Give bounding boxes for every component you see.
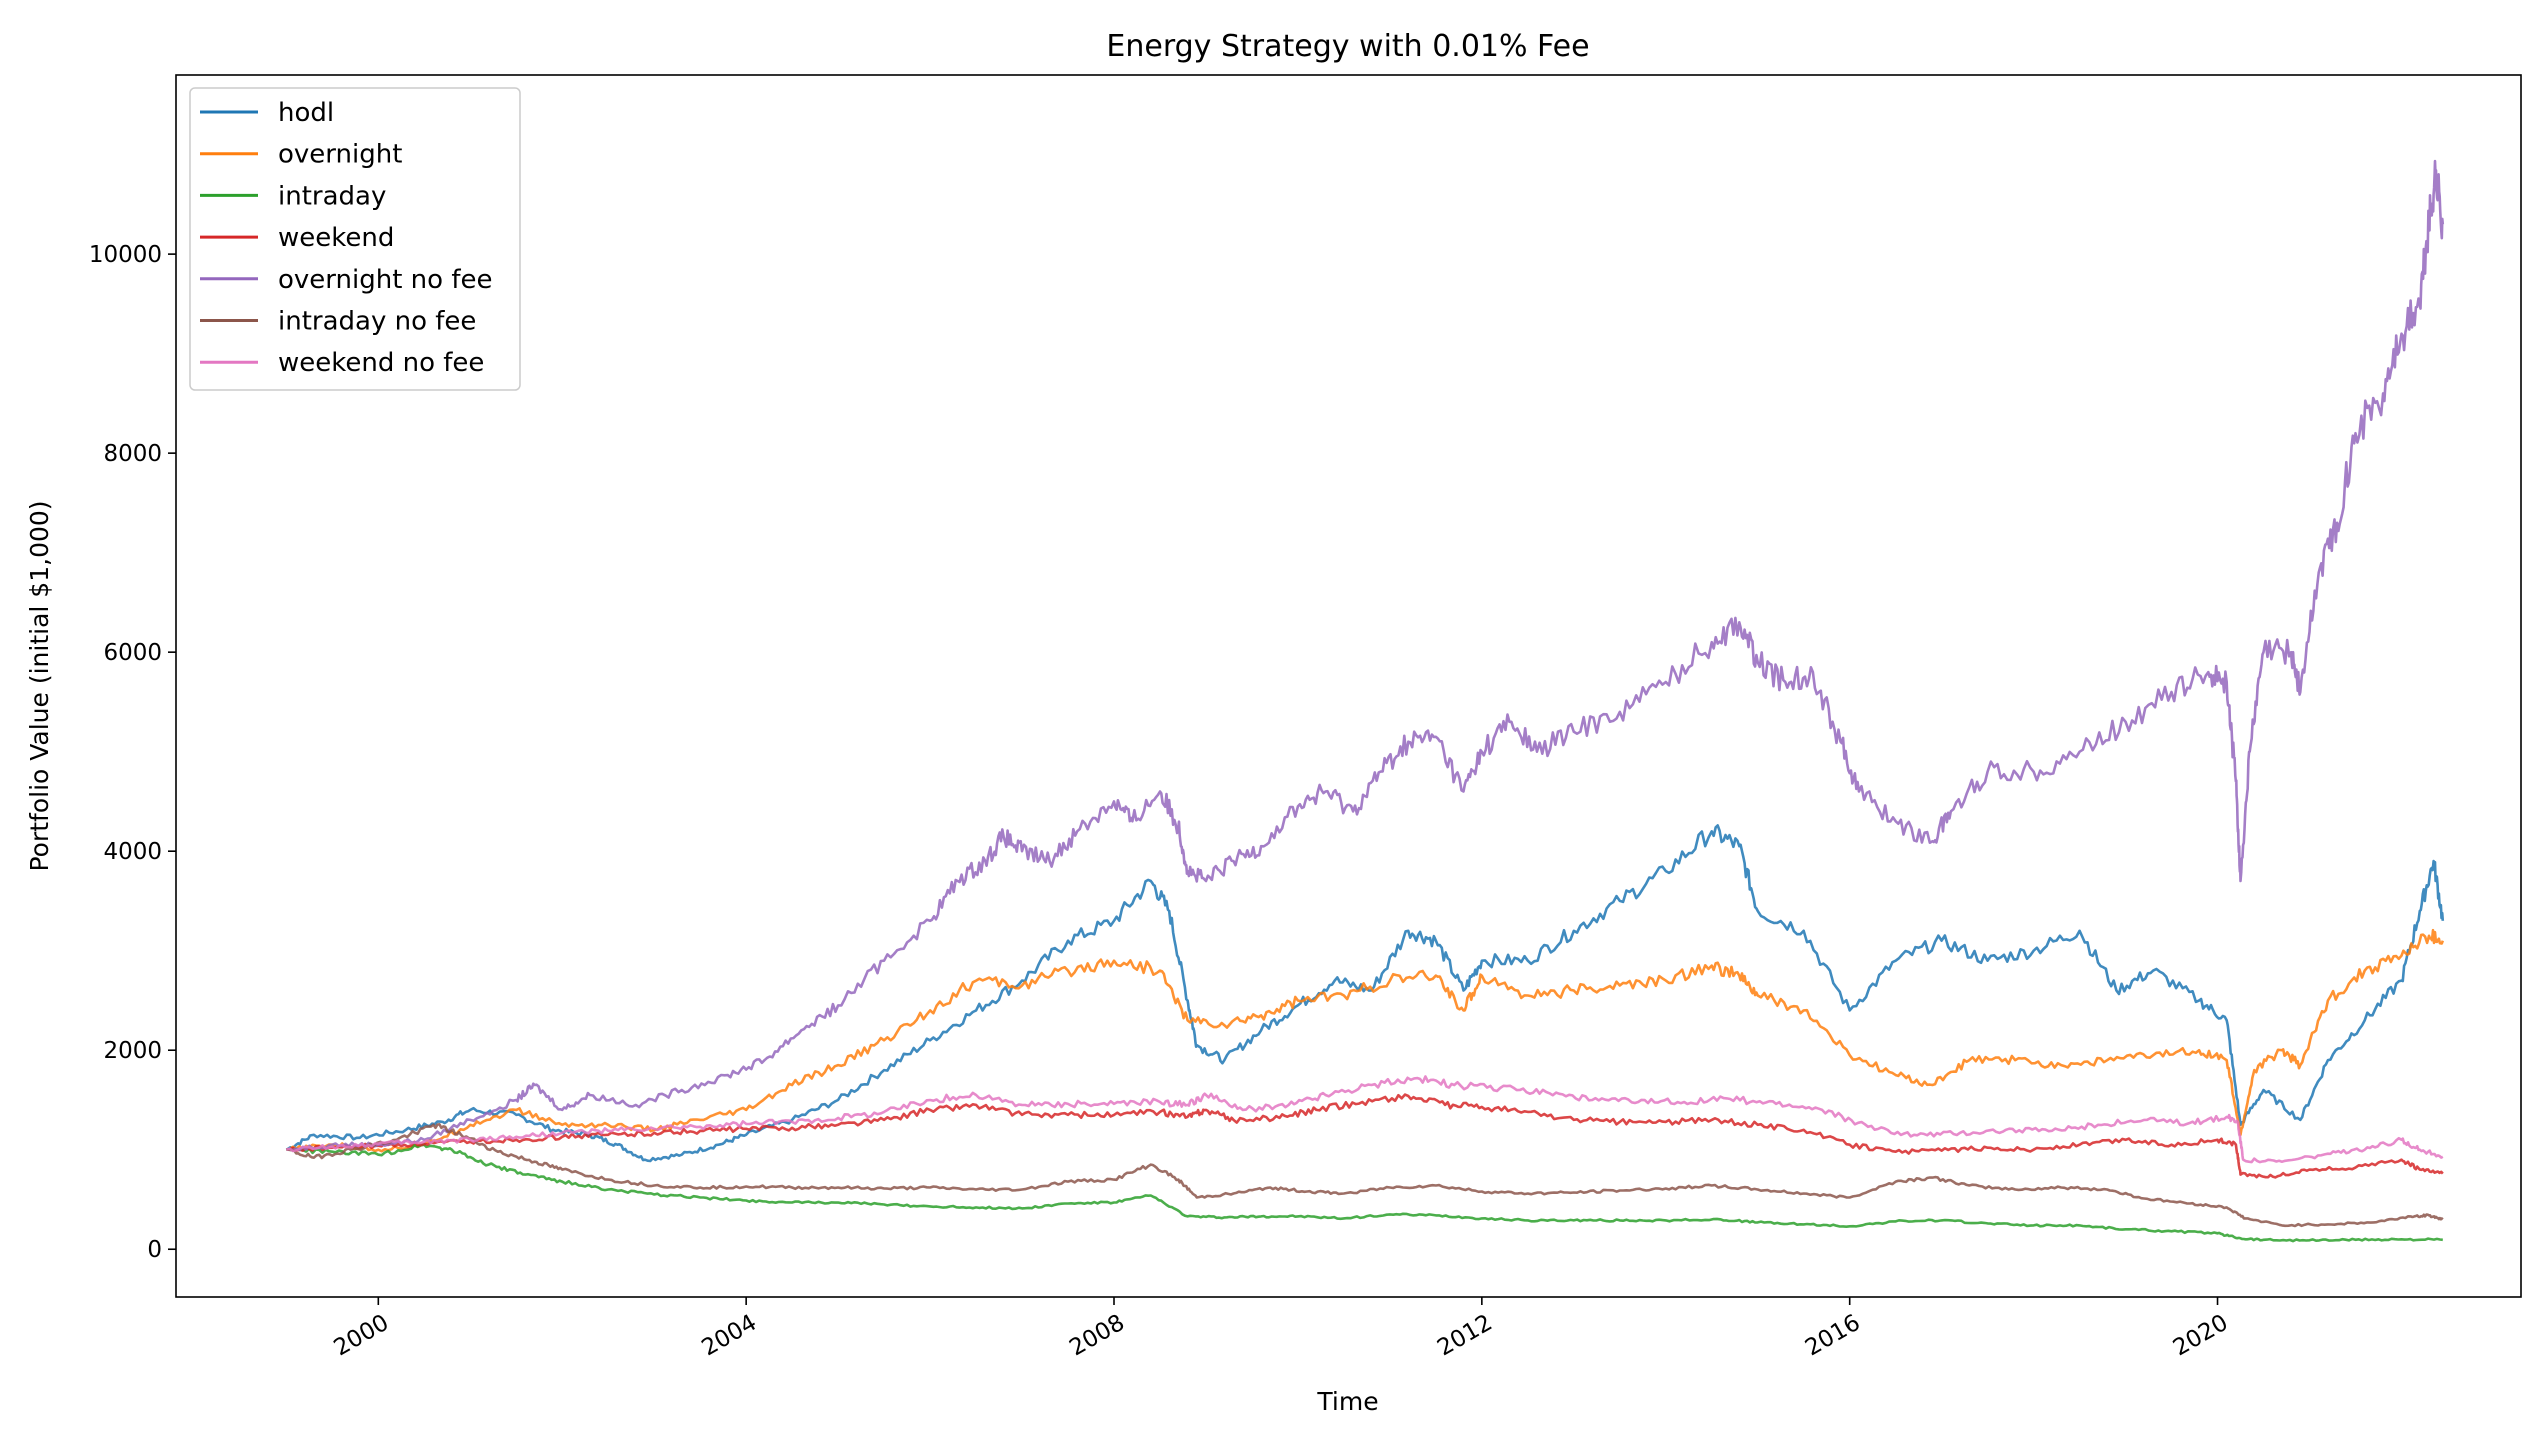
legend-label: weekend no fee	[278, 348, 484, 378]
y-axis-ticks: 0 2000 4000 6000 8000 10000	[89, 242, 176, 1263]
series-line-weekend	[286, 1093, 2444, 1179]
y-axis-label: Portfolio Value (initial $1,000)	[25, 500, 54, 871]
legend-label: hodl	[278, 98, 334, 128]
series-line-hodl	[285, 824, 2445, 1163]
legend-box	[189, 87, 521, 391]
y-tick-label: 4000	[103, 839, 162, 865]
y-tick-label: 8000	[103, 441, 162, 467]
legend: hodl overnight intraday weekend overnight no…	[189, 87, 521, 391]
series-line-intraday	[286, 1143, 2443, 1243]
legend-label: weekend	[278, 223, 394, 253]
y-tick-label: 10000	[89, 242, 162, 268]
legend-label: intraday	[278, 181, 386, 211]
x-tick-label: 2000	[330, 1310, 394, 1362]
series-line-overnight	[286, 928, 2445, 1153]
legend-label: overnight no fee	[278, 265, 492, 295]
legend-label: overnight	[278, 140, 402, 170]
x-tick-label: 2008	[1065, 1310, 1129, 1362]
series-line-weekend-no-fee	[286, 1075, 2444, 1164]
plot-frame	[175, 74, 2522, 1298]
plot-series-group	[285, 159, 2445, 1243]
x-tick-label: 2004	[697, 1310, 761, 1362]
y-tick-label: 6000	[103, 640, 162, 666]
x-axis-label: Time	[1316, 1387, 1378, 1416]
legend-label: intraday no fee	[278, 307, 476, 337]
series-line-overnight-no-fee	[286, 159, 2445, 1152]
x-axis-ticks: 2000 2004 2008 2012 2016 2020	[330, 1297, 2233, 1361]
chart-title: Energy Strategy with 0.01% Fee	[1106, 29, 1589, 64]
y-tick-label: 2000	[103, 1038, 162, 1064]
y-tick-label: 0	[147, 1237, 162, 1263]
x-tick-label: 2020	[2169, 1310, 2233, 1362]
series-line-intraday-no-fee	[286, 1123, 2444, 1228]
x-tick-label: 2016	[1801, 1310, 1865, 1362]
x-tick-label: 2012	[1433, 1310, 1497, 1362]
